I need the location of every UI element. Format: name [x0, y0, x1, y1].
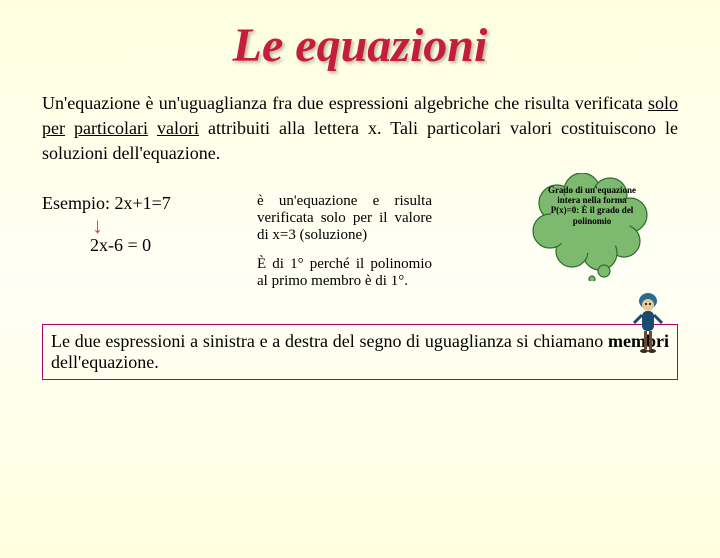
explanation-block-1: è un'equazione e risulta verificata solo…	[257, 193, 432, 244]
intro-u2: per	[42, 118, 65, 138]
down-arrow-icon: ↓	[92, 218, 217, 233]
page-title: Le equazioni	[0, 18, 720, 73]
example-column: Esempio: 2x+1=7 ↓ 2x-6 = 0	[42, 193, 217, 302]
intro-u3: particolari	[74, 118, 148, 138]
cloud-text: Grado di un'equazione intera nella forma…	[544, 185, 640, 226]
content-row: Esempio: 2x+1=7 ↓ 2x-6 = 0 è un'equazion…	[0, 167, 720, 312]
example-line-2: 2x-6 = 0	[90, 235, 217, 256]
bottom-text-1: Le due espressioni a sinistra e a destra…	[51, 331, 608, 351]
example-line-1: Esempio: 2x+1=7	[42, 193, 217, 214]
bottom-definition-box: Le due espressioni a sinistra e a destra…	[42, 324, 678, 380]
intro-paragraph: Un'equazione è un'uguaglianza fra due es…	[0, 91, 720, 167]
intro-text-1: Un'equazione è un'uguaglianza fra due es…	[42, 93, 648, 113]
bottom-text-2: dell'equazione.	[51, 352, 159, 372]
cricket-character-icon	[626, 287, 670, 357]
thought-cloud: Grado di un'equazione intera nella forma…	[532, 173, 652, 281]
intro-u1: solo	[648, 93, 678, 113]
intro-u4: valori	[157, 118, 199, 138]
explanation-block-2: È di 1° perché il polinomio al primo mem…	[257, 256, 432, 290]
explanation-column: è un'equazione e risulta verificata solo…	[257, 193, 432, 302]
